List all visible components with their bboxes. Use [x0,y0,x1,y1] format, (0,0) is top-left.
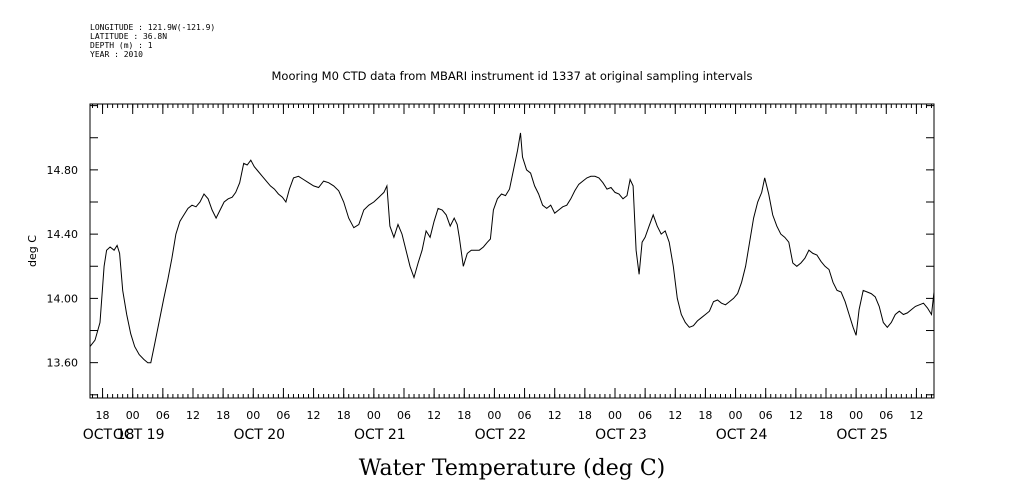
x-hour-label: 00 [367,409,381,422]
x-hour-label: 06 [759,409,773,422]
series-line [89,132,935,364]
minor-ticks [92,104,932,398]
x-hour-label: 18 [578,409,592,422]
x-hour-label: 00 [126,409,140,422]
x-hour-label: 12 [668,409,682,422]
x-day-label: OCT 21 [354,427,406,443]
x-day-label: OCT 18 [83,427,135,443]
x-hour-label: 12 [909,409,923,422]
x-hour-label: 06 [397,409,411,422]
x-hour-label: 00 [608,409,622,422]
x-day-label: OCT 19 [113,427,165,443]
x-hour-label: 18 [819,409,833,422]
x-axis-title: Water Temperature (deg C) [359,456,666,481]
x-hour-label: 12 [427,409,441,422]
chart-title: Mooring M0 CTD data from MBARI instrumen… [272,69,753,83]
depth-text: DEPTH (m) : 1 [90,41,153,50]
longitude-text: LONGITUDE : 121.9W(-121.9) [90,23,215,32]
x-hour-label: 06 [879,409,893,422]
plot-frame [89,103,935,399]
y-tick-label: 14.40 [47,228,79,241]
y-tick-label: 13.60 [47,357,79,370]
x-hour-label: 06 [276,409,290,422]
x-hour-label: 18 [698,409,712,422]
x-axis-hours: 18 00 06 12 18 00 06 12 18 00 06 12 18 00 06 12 18 00 06 12… [96,104,923,422]
latitude-text: LATITUDE : 36.8N [90,32,167,41]
x-hour-label: 00 [487,409,501,422]
x-hour-label: 00 [246,409,260,422]
x-hour-label: 06 [518,409,532,422]
y-tick-label: 14.00 [47,292,79,305]
x-hour-label: 06 [156,409,170,422]
x-hour-label: 00 [729,409,743,422]
x-hour-label: 12 [186,409,200,422]
y-axis: 13.60 14.00 14.40 14.80 [47,105,934,396]
x-hour-label: 12 [307,409,321,422]
x-hour-label: 18 [337,409,351,422]
x-day-label: OCT 25 [836,427,888,443]
x-hour-label: 12 [789,409,803,422]
y-axis-label: deg C [26,235,39,267]
x-hour-label: 18 [96,409,110,422]
y-tick-label: 14.80 [47,164,79,177]
metadata-block: LONGITUDE : 121.9W(-121.9) LATITUDE : 36… [90,23,215,59]
x-day-label: OCT 23 [595,427,647,443]
x-hour-label: 18 [457,409,471,422]
x-day-label: OCT 20 [233,427,285,443]
x-hour-label: 06 [638,409,652,422]
x-day-label: OCT 24 [716,427,768,443]
x-hour-label: 00 [849,409,863,422]
x-day-label: OCT 22 [475,427,527,443]
year-text: YEAR : 2010 [90,50,143,59]
x-hour-label: 18 [216,409,230,422]
x-hour-label: 12 [548,409,562,422]
